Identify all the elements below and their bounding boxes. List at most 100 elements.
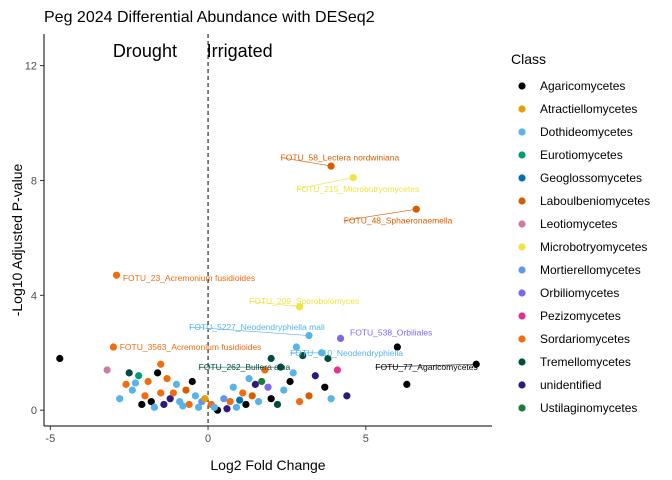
data-point-agaricomycetes bbox=[472, 360, 480, 368]
region-labels: Drought Irrigated bbox=[113, 41, 273, 61]
data-point-orbiliomycetes bbox=[264, 383, 272, 391]
legend-label: Geoglossomycetes bbox=[540, 171, 642, 185]
legend-label: Atractiellomycetes bbox=[540, 102, 637, 116]
annotation-leader bbox=[189, 326, 310, 336]
data-point-sordariomycetes bbox=[239, 389, 247, 397]
legend-key-laboulbeniomycetes bbox=[518, 197, 526, 205]
data-point-sordariomycetes bbox=[261, 366, 269, 374]
data-point-dothideomycetes bbox=[194, 403, 203, 411]
data-point-dothideomycetes bbox=[131, 379, 140, 387]
annotation-label: FOTU_58_Lectera nordwiniana bbox=[281, 152, 400, 162]
legend-key-ustilaginomycetes bbox=[518, 404, 526, 412]
y-tick-label: 12 bbox=[25, 61, 37, 73]
data-point-agaricomycetes bbox=[56, 354, 64, 363]
data-point-agaricomycetes bbox=[393, 343, 401, 351]
data-point-dothideomycetes bbox=[245, 375, 253, 383]
point-annotations: FOTU_58_Lectera nordwiniana FOTU_215_Micr… bbox=[120, 152, 478, 372]
data-point-laboulbeniomycetes bbox=[412, 205, 420, 213]
annotation-label: FOTU_262_Bullera alba bbox=[199, 362, 291, 372]
annotation-label: FOTU_5227_Neodendryphiella mali bbox=[189, 322, 325, 332]
data-point-dothideomycetes bbox=[289, 369, 297, 377]
data-point-unidentified bbox=[223, 405, 231, 413]
annotation-label: FOTU_209_Sporobolomyces bbox=[249, 296, 359, 306]
legend-key-leotiomycetes bbox=[518, 220, 526, 228]
legend-key-atractiellomycetes bbox=[518, 105, 526, 113]
legend-label: Tremellomycetes bbox=[540, 355, 631, 369]
data-point-tremellomycetes bbox=[277, 363, 285, 371]
data-point-dothideomycetes bbox=[150, 403, 159, 411]
data-point-agaricomycetes bbox=[403, 380, 411, 388]
data-point-dothideomycetes bbox=[128, 386, 136, 394]
data-point-dothideomycetes bbox=[318, 349, 326, 357]
data-point-orbiliomycetes bbox=[336, 334, 345, 343]
data-point-dothideomycetes bbox=[305, 331, 313, 340]
data-point-agaricomycetes bbox=[188, 377, 196, 386]
data-point-unidentified bbox=[251, 380, 259, 388]
y-axis-ticks: 0 4 8 12 bbox=[25, 61, 44, 417]
annotation-label: FOTU_48_Sphaeronaemella bbox=[344, 216, 453, 226]
legend-key-eurotiomycetes bbox=[518, 151, 526, 159]
data-point-unidentified bbox=[343, 392, 351, 400]
legend-key-unidentified bbox=[518, 381, 526, 389]
data-point-laboulbeniomycetes bbox=[305, 392, 313, 400]
data-point-agaricomycetes bbox=[153, 369, 162, 377]
scatter-points bbox=[56, 162, 480, 414]
legend-key-sordariomycetes bbox=[518, 335, 526, 343]
annotation-leader bbox=[375, 363, 477, 368]
legend-label: Pezizomycetes bbox=[540, 309, 621, 323]
data-point-mortierellomycetes bbox=[220, 395, 228, 403]
data-point-sordariomycetes bbox=[109, 343, 118, 351]
data-point-geoglossomycetes bbox=[236, 396, 244, 404]
data-point-dothideomycetes bbox=[254, 397, 263, 406]
legend-key-geoglossomycetes bbox=[518, 174, 526, 182]
data-point-unidentified bbox=[311, 372, 319, 380]
data-point-tremellomycetes bbox=[125, 369, 133, 377]
data-point-dothideomycetes bbox=[210, 403, 218, 411]
legend-label: Laboulbeniomycetes bbox=[540, 194, 650, 208]
data-point-sordariomycetes bbox=[157, 389, 165, 397]
data-point-dothideomycetes bbox=[116, 395, 124, 403]
data-point-dothideomycetes bbox=[232, 403, 241, 411]
data-point-sordariomycetes bbox=[122, 380, 130, 388]
data-point-tremellomycetes bbox=[273, 400, 282, 409]
data-point-dothideomycetes bbox=[191, 392, 200, 400]
data-point-dothideomycetes bbox=[280, 386, 288, 394]
data-point-eurotiomycetes bbox=[135, 372, 143, 380]
x-tick-label: 5 bbox=[363, 433, 369, 445]
annotation-label: FOTU_23_Acremonium fusidioides bbox=[123, 273, 255, 283]
y-tick-label: 8 bbox=[31, 175, 37, 187]
annotation-leaders bbox=[189, 157, 477, 368]
legend-label: Microbotryomycetes bbox=[540, 240, 647, 254]
data-point-dothideomycetes bbox=[327, 395, 335, 403]
annotation-leader bbox=[343, 208, 417, 221]
y-tick-label: 4 bbox=[31, 290, 37, 302]
region-label-irrigated: Irrigated bbox=[207, 41, 273, 61]
legend-label: Dothideomycetes bbox=[540, 125, 633, 139]
legend: Class Agaricomycetes Atractiellomycetes Do… bbox=[511, 51, 650, 415]
data-point-dothideomycetes bbox=[172, 380, 181, 388]
data-point-sordariomycetes bbox=[157, 360, 165, 368]
data-point-tremellomycetes bbox=[299, 352, 307, 360]
data-point-agaricomycetes bbox=[242, 400, 250, 409]
y-axis-title: -Log10 Adjusted P-value bbox=[9, 164, 25, 317]
data-point-agaricomycetes bbox=[321, 383, 329, 391]
data-point-microbotryomycetes bbox=[295, 303, 304, 311]
x-tick-label: -5 bbox=[45, 433, 55, 445]
annotation-label: FOTU_3563_Acremonium fusidioides bbox=[120, 342, 262, 352]
data-point-agaricomycetes bbox=[267, 395, 275, 403]
data-point-tremellomycetes bbox=[324, 354, 332, 363]
data-point-unidentified bbox=[160, 400, 168, 409]
annotation-leader bbox=[280, 157, 332, 167]
data-point-dothideomycetes bbox=[179, 402, 187, 410]
legend-label: Mortierellomycetes bbox=[540, 263, 641, 277]
data-point-tremellomycetes bbox=[267, 354, 275, 363]
data-point-dothideomycetes bbox=[292, 343, 300, 351]
data-point-agaricomycetes bbox=[138, 400, 146, 409]
annotation-label: FOTU_215_Microbotryomycetes bbox=[296, 184, 419, 194]
data-point-sordariomycetes bbox=[226, 397, 234, 406]
data-point-dothideomycetes bbox=[229, 383, 237, 391]
annotation-label: FOTU_538_Orbiliales bbox=[350, 328, 432, 338]
x-axis-title: Log2 Fold Change bbox=[210, 457, 325, 473]
data-point-pezizomycetes bbox=[333, 366, 342, 374]
